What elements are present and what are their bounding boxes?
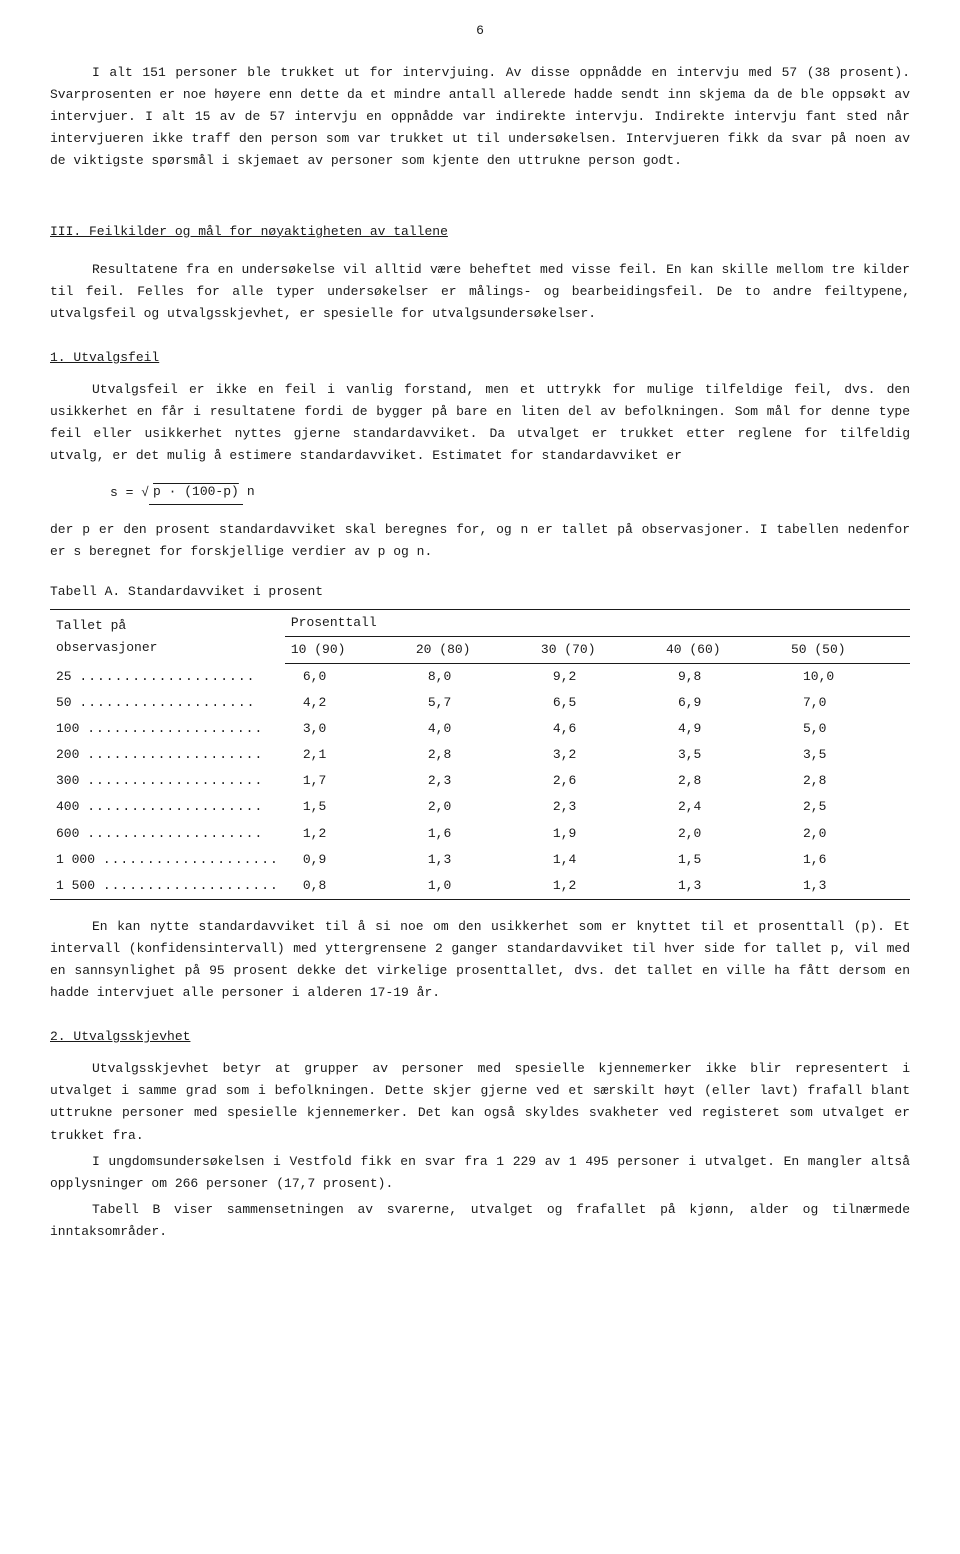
table-cell: 1,5 — [285, 794, 410, 820]
formula-denominator: n — [243, 484, 259, 499]
table-cell: 2,1 — [285, 742, 410, 768]
table-row-obs: 1 000 — [50, 847, 285, 873]
paragraph-3: Utvalgsfeil er ikke en feil i vanlig for… — [50, 379, 910, 467]
paragraph-1: I alt 151 personer ble trukket ut for in… — [50, 62, 910, 172]
table-header-obs-line2: observasjoner — [56, 640, 157, 655]
table-cell: 1,4 — [535, 847, 660, 873]
table-row-obs: 50 — [50, 690, 285, 716]
table-cell: 3,5 — [785, 742, 910, 768]
table-row-obs: 300 — [50, 768, 285, 794]
paragraph-2: Resultatene fra en undersøkelse vil allt… — [50, 259, 910, 325]
table-cell: 2,0 — [410, 794, 535, 820]
table-col-3: 40 (60) — [660, 636, 785, 663]
table-cell: 6,0 — [285, 663, 410, 690]
table-row-obs: 25 — [50, 663, 285, 690]
table-row-obs: 1 500 — [50, 873, 285, 900]
table-cell: 7,0 — [785, 690, 910, 716]
table-cell: 5,0 — [785, 716, 910, 742]
section-heading-3: III. Feilkilder og mål for nøyaktigheten… — [50, 221, 910, 243]
table-cell: 8,0 — [410, 663, 535, 690]
paragraph-5: En kan nytte standardavviket til å si no… — [50, 916, 910, 1004]
table-cell: 1,5 — [660, 847, 785, 873]
table-cell: 6,5 — [535, 690, 660, 716]
table-col-1: 20 (80) — [410, 636, 535, 663]
table-row-obs: 400 — [50, 794, 285, 820]
table-header-prosent: Prosenttall — [285, 609, 910, 636]
table-cell: 5,7 — [410, 690, 535, 716]
formula-numerator: p · (100-p) — [149, 481, 243, 504]
table-cell: 1,9 — [535, 821, 660, 847]
paragraph-8: Tabell B viser sammensetningen av svarer… — [50, 1199, 910, 1243]
table-row-obs: 600 — [50, 821, 285, 847]
table-col-2: 30 (70) — [535, 636, 660, 663]
table-cell: 4,0 — [410, 716, 535, 742]
paragraph-7: I ungdomsundersøkelsen i Vestfold fikk e… — [50, 1151, 910, 1195]
paragraph-4: der p er den prosent standardavviket ska… — [50, 519, 910, 563]
table-cell: 1,3 — [660, 873, 785, 900]
paragraph-6: Utvalgsskjevhet betyr at grupper av pers… — [50, 1058, 910, 1146]
table-cell: 10,0 — [785, 663, 910, 690]
table-cell: 2,8 — [410, 742, 535, 768]
table-cell: 2,5 — [785, 794, 910, 820]
table-cell: 3,0 — [285, 716, 410, 742]
table-cell: 1,6 — [785, 847, 910, 873]
table-cell: 1,2 — [285, 821, 410, 847]
table-cell: 1,3 — [410, 847, 535, 873]
subheading-1: 1. Utvalgsfeil — [50, 347, 910, 369]
table-cell: 2,4 — [660, 794, 785, 820]
table-cell: 0,8 — [285, 873, 410, 900]
formula-standard-deviation: s = √p · (100-p)n — [110, 481, 910, 504]
table-cell: 2,6 — [535, 768, 660, 794]
table-header-obs-line1: Tallet på — [56, 618, 126, 633]
table-cell: 2,8 — [785, 768, 910, 794]
table-cell: 3,5 — [660, 742, 785, 768]
table-cell: 1,7 — [285, 768, 410, 794]
table-cell: 2,3 — [410, 768, 535, 794]
table-a-title: Tabell A. Standardavviket i prosent — [50, 581, 910, 603]
table-cell: 3,2 — [535, 742, 660, 768]
page-number: 6 — [50, 20, 910, 42]
table-cell: 2,0 — [660, 821, 785, 847]
table-cell: 4,9 — [660, 716, 785, 742]
table-cell: 0,9 — [285, 847, 410, 873]
table-a: Tallet på observasjoner Prosenttall 10 (… — [50, 609, 910, 900]
table-row-obs: 100 — [50, 716, 285, 742]
table-cell: 2,0 — [785, 821, 910, 847]
table-cell: 1,3 — [785, 873, 910, 900]
table-cell: 4,2 — [285, 690, 410, 716]
table-cell: 9,8 — [660, 663, 785, 690]
table-cell: 1,6 — [410, 821, 535, 847]
table-cell: 2,3 — [535, 794, 660, 820]
table-cell: 1,2 — [535, 873, 660, 900]
table-cell: 2,8 — [660, 768, 785, 794]
table-cell: 6,9 — [660, 690, 785, 716]
subheading-2: 2. Utvalgsskjevhet — [50, 1026, 910, 1048]
table-row-obs: 200 — [50, 742, 285, 768]
table-col-0: 10 (90) — [285, 636, 410, 663]
table-cell: 4,6 — [535, 716, 660, 742]
table-col-4: 50 (50) — [785, 636, 910, 663]
table-cell: 9,2 — [535, 663, 660, 690]
table-cell: 1,0 — [410, 873, 535, 900]
